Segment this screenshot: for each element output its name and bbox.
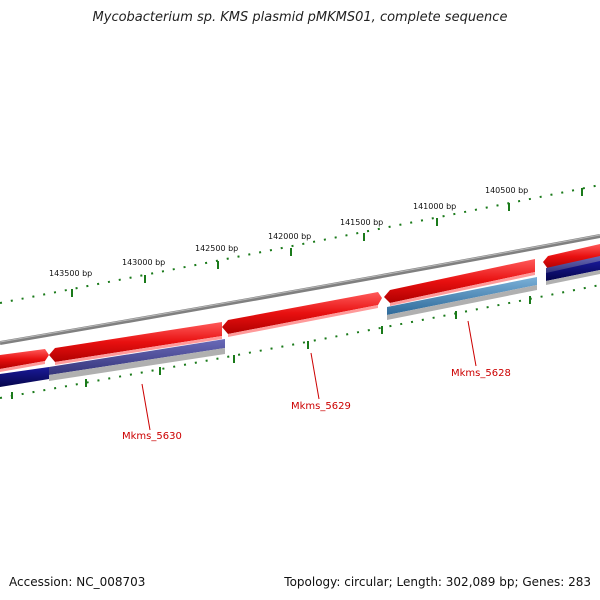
gene-labels: Mkms_5630 Mkms_5629 Mkms_5628	[122, 320, 511, 442]
outer-scale-ring: 143500 bp 143000 bp 142500 bp 142000 bp …	[0, 184, 600, 304]
reverse-cds-left-navy	[0, 367, 49, 387]
leader-mkms-5628	[467, 320, 477, 367]
scale-label-140500: 140500 bp	[485, 186, 528, 195]
scale-label-141000: 141000 bp	[413, 202, 456, 211]
scale-label-141500: 141500 bp	[340, 218, 383, 227]
reverse-strand-track	[0, 256, 600, 387]
scale-label-142500: 142500 bp	[195, 244, 238, 253]
accession-text: Accession: NC_008703	[9, 575, 146, 589]
gene-label-mkms-5630: Mkms_5630	[122, 431, 182, 442]
map-title: Mycobacterium sp. KMS plasmid pMKMS01, c…	[92, 10, 508, 25]
reverse-cds-shadows	[49, 270, 600, 381]
forward-cds-mkms-5630-region	[49, 322, 222, 362]
reverse-cds-mkms-5630	[49, 339, 225, 375]
scale-label-142000: 142000 bp	[268, 232, 311, 241]
forward-cds-mkms-5628-region	[384, 259, 535, 303]
backbone-highlight	[0, 234, 600, 343]
leader-mkms-5630	[141, 383, 151, 431]
scale-label-143500: 143500 bp	[49, 269, 92, 278]
inner-scale-major-ticks	[11, 296, 531, 399]
reverse-cds-right-purple	[546, 256, 600, 273]
reverse-cds-right-navy	[546, 260, 600, 281]
forward-cds-right	[543, 244, 600, 269]
scale-label-143000: 143000 bp	[122, 258, 165, 267]
outer-scale-major-ticks	[71, 188, 583, 297]
forward-cds-mkms-5629	[222, 292, 382, 334]
scale-labels: 143500 bp 143000 bp 142500 bp 142000 bp …	[49, 186, 528, 278]
reverse-cds-mkms-5628	[387, 277, 537, 315]
leader-mkms-5629	[310, 352, 320, 400]
forward-strand-track	[0, 244, 600, 372]
inner-scale-ring	[0, 284, 600, 399]
gene-label-mkms-5629: Mkms_5629	[291, 401, 351, 412]
topology-summary: Topology: circular; Length: 302,089 bp; …	[284, 575, 591, 589]
forward-cds-left	[0, 349, 49, 369]
inner-scale-dots	[0, 284, 600, 399]
forward-cds-shadows	[0, 272, 535, 372]
sequence-backbone	[0, 234, 600, 345]
gene-label-mkms-5628: Mkms_5628	[451, 368, 511, 379]
